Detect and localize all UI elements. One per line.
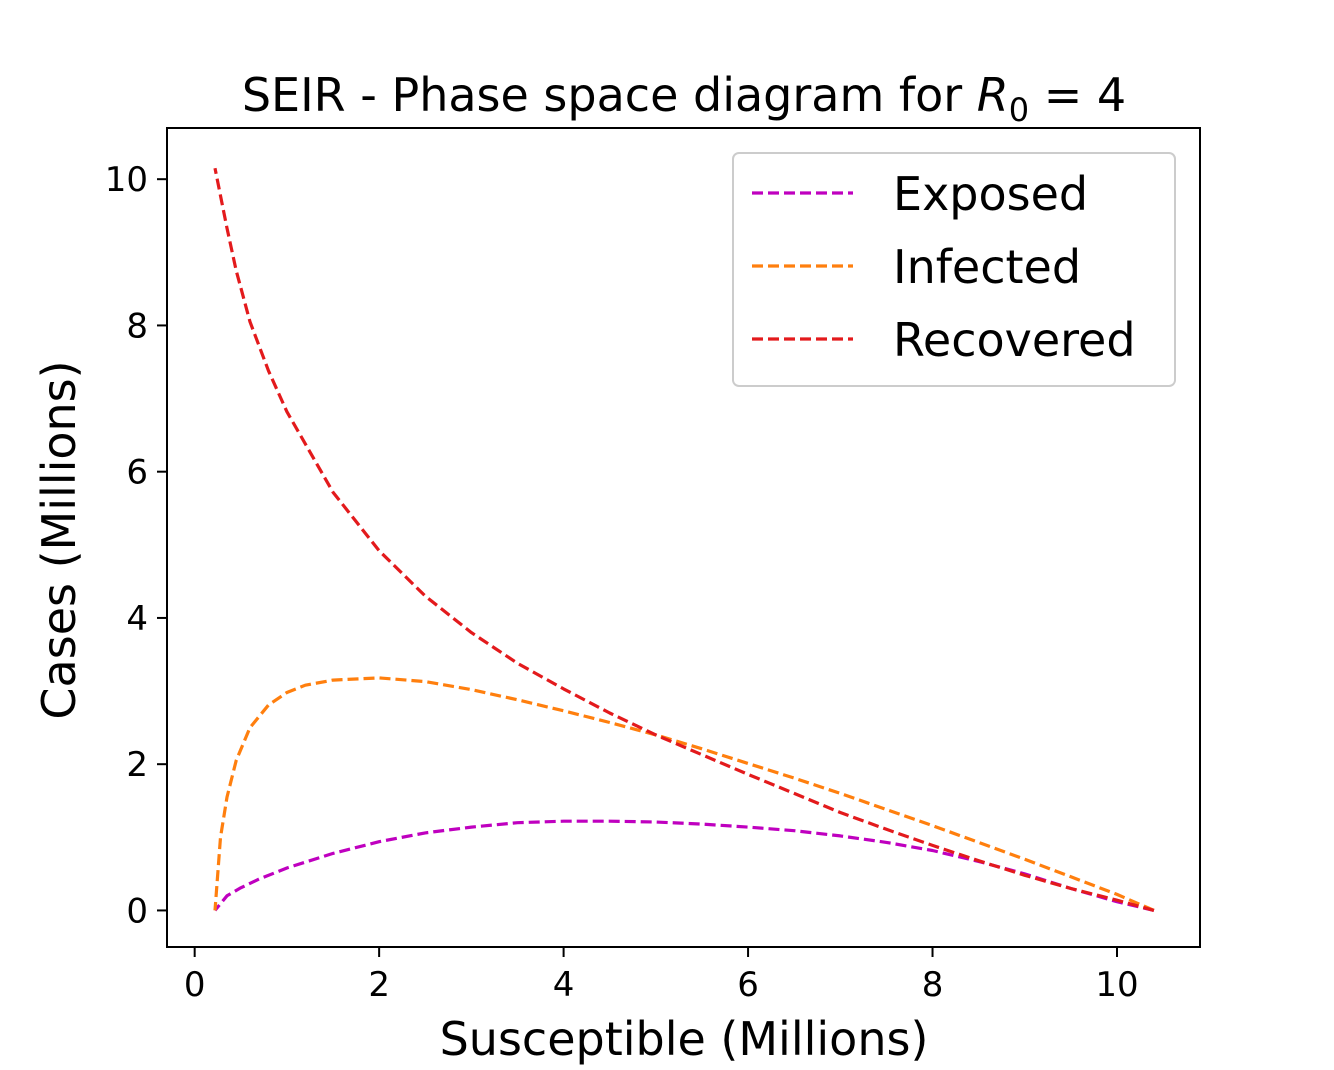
legend-box [732,152,1176,387]
y-axis-label: Cases (Millions) [32,360,86,719]
x-axis-label: Susceptible (Millions) [440,1012,929,1066]
chart-title-variable: R [977,68,1009,122]
x-axis-ticks: 0 2 4 6 8 10 [184,947,1139,1005]
legend-items: Exposed Infected Recovered [752,167,1136,367]
chart-title-subscript: 0 [1009,91,1029,129]
legend-label-infected: Infected [893,240,1081,294]
x-tick-label: 8 [922,965,944,1005]
series-line-recovered [213,167,1155,912]
plot-frame [166,127,1201,948]
legend-label-exposed: Exposed [893,167,1088,221]
chart-title-value: = 4 [1029,68,1126,122]
y-tick-label: 0 [126,891,148,931]
chart-title-text: SEIR - Phase space diagram for [242,68,977,122]
legend: Exposed Infected Recovered [732,152,1176,387]
x-tick-label: 0 [184,965,206,1005]
legend-label-recovered: Recovered [893,313,1136,367]
y-tick-label: 6 [126,453,148,493]
y-tick-label: 10 [105,160,148,200]
x-tick-label: 2 [368,965,390,1005]
x-tick-label: 4 [553,965,575,1005]
chart-title: SEIR - Phase space diagram for R0 = 4 [242,68,1126,129]
y-tick-label: 2 [126,745,148,785]
y-tick-label: 8 [126,306,148,346]
series-line-infected [213,676,1155,912]
y-axis-ticks: 0 2 4 6 8 10 [105,160,167,931]
series-lines [213,167,1155,912]
x-tick-label: 10 [1095,965,1138,1005]
y-tick-label: 4 [126,599,148,639]
x-tick-label: 6 [737,965,759,1005]
